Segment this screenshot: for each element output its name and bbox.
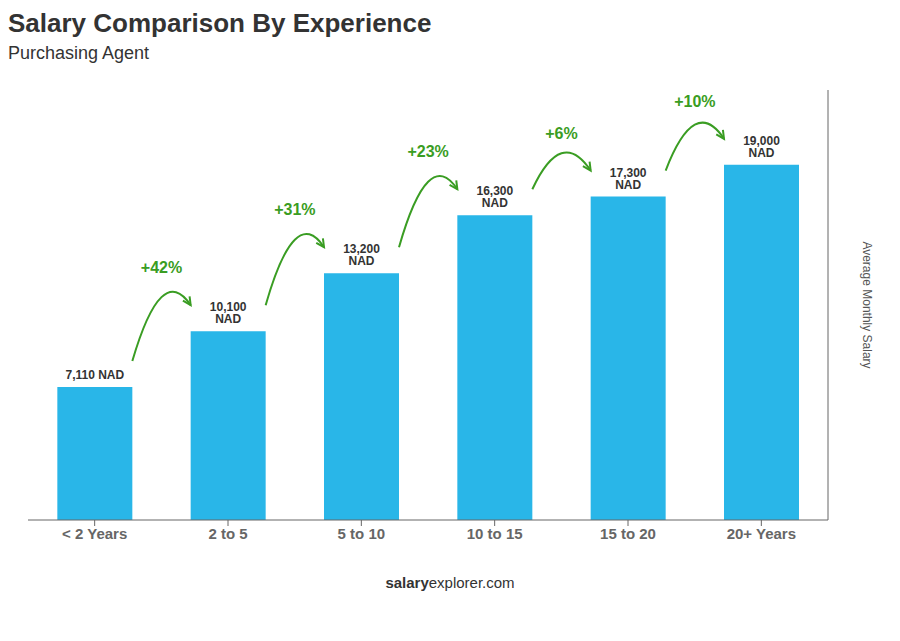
- svg-text:17,300NAD: 17,300NAD: [610, 166, 647, 192]
- svg-text:10 to 15: 10 to 15: [467, 525, 523, 542]
- svg-text:+31%: +31%: [274, 201, 315, 218]
- svg-text:Average Monthly Salary: Average Monthly Salary: [860, 241, 874, 368]
- html-text:salary explorer.com: salary explorer.com: [385, 574, 515, 591]
- svg-text:16,300NAD: 16,300NAD: [476, 184, 513, 210]
- svg-text:+42%: +42%: [141, 259, 182, 276]
- svg-text:2 to 5: 2 to 5: [208, 525, 247, 542]
- svg-text:+6%: +6%: [545, 125, 577, 142]
- svg-text:10,100NAD: 10,100NAD: [210, 300, 247, 326]
- svg-text:+10%: +10%: [674, 93, 715, 110]
- svg-text:5 to 10: 5 to 10: [338, 525, 386, 542]
- html-text:Salary Comparison By Experienc: Salary Comparison By Experience: [8, 8, 432, 38]
- html-text:Purchasing Agent: Purchasing Agent: [8, 43, 150, 63]
- svg-text:13,200NAD: 13,200NAD: [343, 242, 380, 268]
- svg-text:19,000NAD: 19,000NAD: [743, 134, 780, 160]
- svg-text:20+ Years: 20+ Years: [727, 525, 796, 542]
- svg-text:15 to 20: 15 to 20: [600, 525, 656, 542]
- svg-text:< 2 Years: < 2 Years: [62, 525, 127, 542]
- svg-text:7,110 NAD: 7,110 NAD: [65, 368, 124, 382]
- svg-text:+23%: +23%: [407, 143, 448, 160]
